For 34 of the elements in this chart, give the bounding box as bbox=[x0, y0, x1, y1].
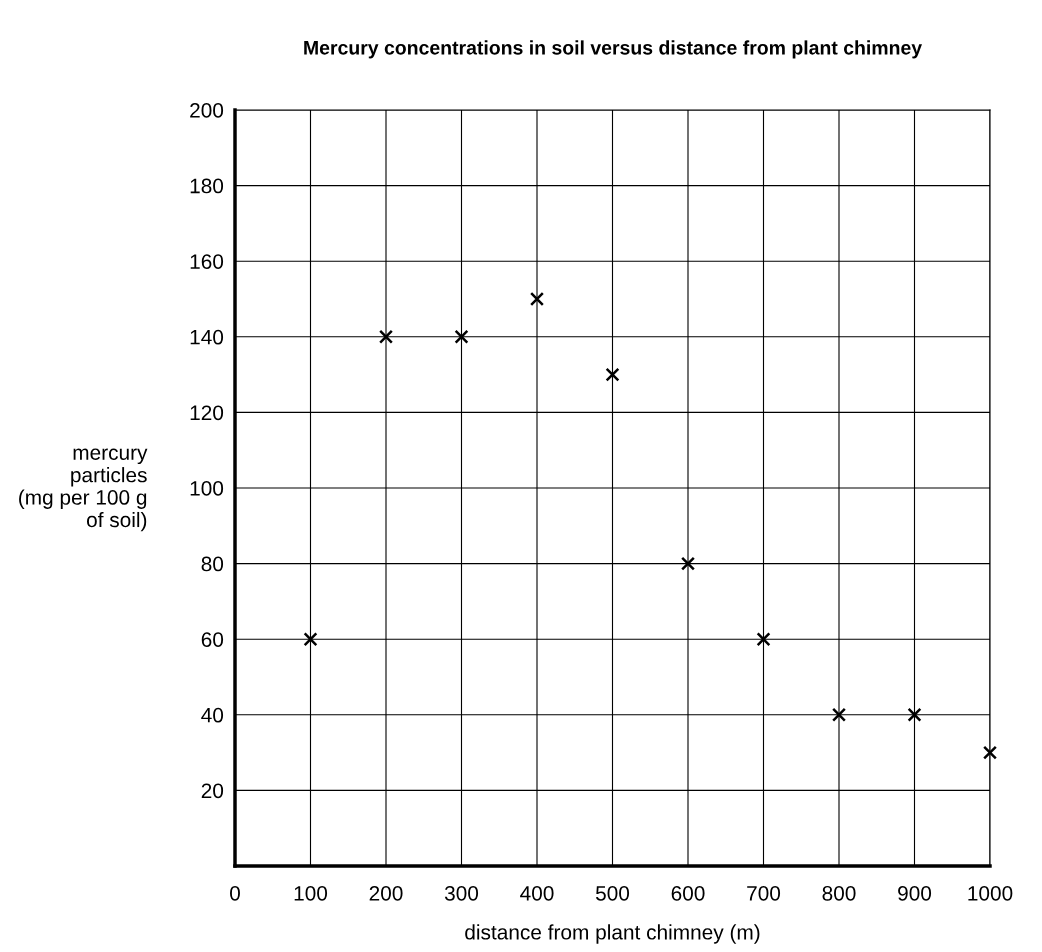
point bbox=[831, 707, 847, 722]
chart-title: Mercury concentrations in soil versus distance from plant chimney bbox=[304, 40, 922, 59]
y-tick-label: 20 bbox=[201, 783, 224, 799]
x-tick-label: 0 bbox=[230, 885, 240, 901]
point bbox=[303, 632, 318, 647]
x-axis-title: distance from plant chimney (m) bbox=[465, 924, 760, 944]
y-axis-title: mercury particles (mg per 100 g of soil) bbox=[19, 448, 148, 532]
y-tick-label: 40 bbox=[201, 707, 224, 723]
point bbox=[907, 707, 922, 722]
y-tick-label: 120 bbox=[190, 405, 224, 421]
y-tick-label: 200 bbox=[190, 103, 224, 118]
x-tick-label: 700 bbox=[747, 885, 781, 901]
point bbox=[605, 367, 620, 382]
x-tick-label: 200 bbox=[369, 885, 403, 901]
y-tick-label: 180 bbox=[190, 178, 224, 194]
y-tick-label: 140 bbox=[190, 329, 224, 345]
y-tick-label: 80 bbox=[201, 556, 224, 572]
point bbox=[454, 329, 469, 344]
point bbox=[378, 329, 394, 344]
y-tick-label: 60 bbox=[201, 632, 224, 647]
point bbox=[982, 745, 998, 760]
x-tick-label: 100 bbox=[294, 885, 328, 901]
point bbox=[680, 556, 696, 571]
point bbox=[756, 632, 771, 647]
x-tick-label: 500 bbox=[595, 885, 630, 901]
x-tick-label: 1000 bbox=[968, 885, 1013, 901]
x-tick-label: 300 bbox=[444, 885, 479, 901]
y-tick-label: 100 bbox=[190, 481, 224, 496]
x-tick-label: 900 bbox=[898, 885, 932, 901]
x-tick-label: 600 bbox=[671, 885, 705, 901]
x-tick-label: 800 bbox=[822, 885, 856, 901]
x-tick-label: 400 bbox=[520, 885, 554, 901]
point bbox=[529, 291, 545, 307]
y-tick-label: 160 bbox=[190, 254, 224, 269]
